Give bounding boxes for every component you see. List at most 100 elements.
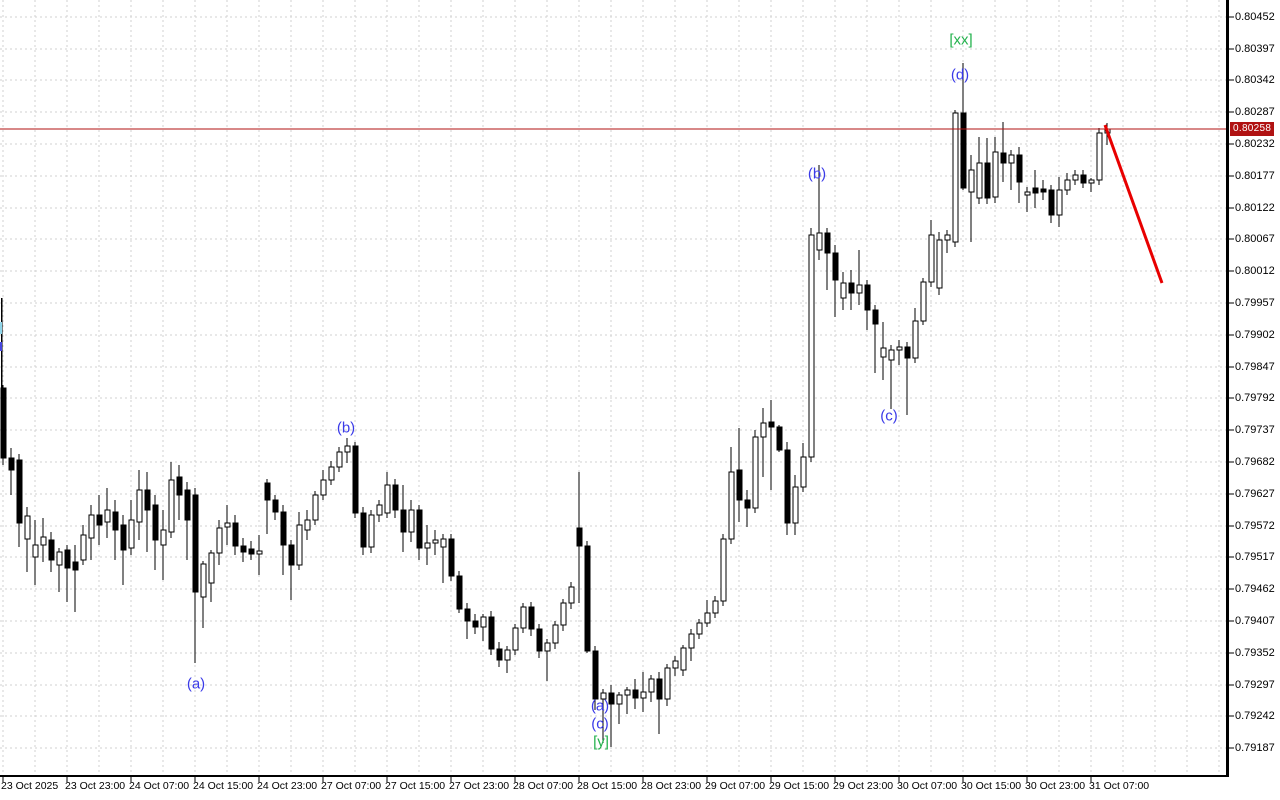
candle [624,687,631,714]
x-axis-label: 28 Oct 15:00 [577,780,638,792]
wave-label[interactable]: (d) [950,66,970,84]
candle-body [416,509,423,549]
y-axis-label: 0.79297 [1235,679,1275,691]
wave-label[interactable]: (c) [591,715,609,733]
candle-body [344,445,351,453]
candle [336,447,343,472]
candle [760,408,767,477]
candle [640,672,647,712]
candle-body [1016,154,1023,183]
candle-body [440,538,447,548]
candle-body [512,627,519,651]
candle-body [768,421,775,428]
candle-body [776,426,783,451]
candle-body [680,647,687,671]
wave-label[interactable]: [xx] [949,31,973,49]
candle [512,624,519,655]
candle [160,510,167,580]
candle [592,646,599,710]
candle-body [224,522,231,528]
left-edge-artifact [0,342,2,351]
candle-body [848,282,855,294]
candle-body [480,616,487,628]
candle [280,505,287,575]
candle-body [528,606,535,630]
candle [248,541,255,560]
wave-label[interactable]: (c) [880,407,898,425]
candle-body [488,616,495,650]
candle-body [536,628,543,652]
candle [440,534,447,583]
candle [200,561,207,628]
candle-body [800,456,807,488]
candle [808,228,815,462]
candle [800,443,807,492]
candle [1096,128,1103,185]
candle [1032,170,1039,208]
candle-body [624,689,631,696]
y-axis-label: 0.80067 [1235,233,1275,245]
candle-body [704,612,711,624]
candle [536,624,543,658]
candle [952,110,959,247]
candle-body [672,660,679,669]
left-edge-artifact [0,322,2,334]
candle-body [336,451,343,468]
candle [568,582,575,609]
candle [392,479,399,518]
candle-body [1056,189,1063,216]
y-axis-label: 0.80012 [1235,265,1275,277]
y-axis-label: 0.79792 [1235,392,1275,404]
x-axis-label: 27 Oct 15:00 [385,780,446,792]
candle-body [8,457,15,471]
candle [984,138,991,204]
candle-body [48,539,55,561]
candle [80,525,87,565]
candle-body [544,642,551,652]
candle [264,479,271,534]
candle-body [744,499,751,509]
candle [16,454,23,547]
candle [504,646,511,673]
candle-body [504,649,511,661]
candle [528,602,535,636]
trend-line[interactable] [1103,124,1164,284]
candle-body [32,544,39,558]
x-axis-label: 30 Oct 23:00 [1025,780,1086,792]
candle-body [408,509,415,533]
wave-label[interactable]: (b) [807,165,827,183]
candle [824,228,831,290]
candle [552,621,559,649]
candle-body [928,234,935,283]
x-axis-label: 23 Oct 23:00 [65,780,126,792]
candle-body [1048,189,1055,216]
wave-label[interactable]: (a) [186,675,206,693]
candle [776,425,783,452]
candle [384,472,391,518]
price-line-value: 0.80258 [1233,123,1272,134]
candle [656,672,663,734]
candle [816,165,823,260]
candle-body [656,678,663,700]
candle-body [376,504,383,516]
candle [88,505,95,560]
candle [40,518,47,562]
candle [752,430,759,513]
candle-body [368,514,375,548]
candle [928,220,935,287]
candle [1024,187,1031,212]
candle-body [320,479,327,496]
wave-label[interactable]: (a) [590,697,610,715]
candle-body [448,538,455,577]
wave-label[interactable]: [y] [593,733,609,751]
candle [1040,180,1047,200]
y-axis-label: 0.80122 [1235,202,1275,214]
candle-body [728,471,735,540]
candle-body [272,499,279,513]
y-axis-label: 0.79902 [1235,329,1275,341]
wave-label[interactable]: (b) [336,419,356,437]
y-axis-label: 0.79242 [1235,710,1275,722]
candle [1072,170,1079,185]
x-axis-line [0,775,1229,777]
